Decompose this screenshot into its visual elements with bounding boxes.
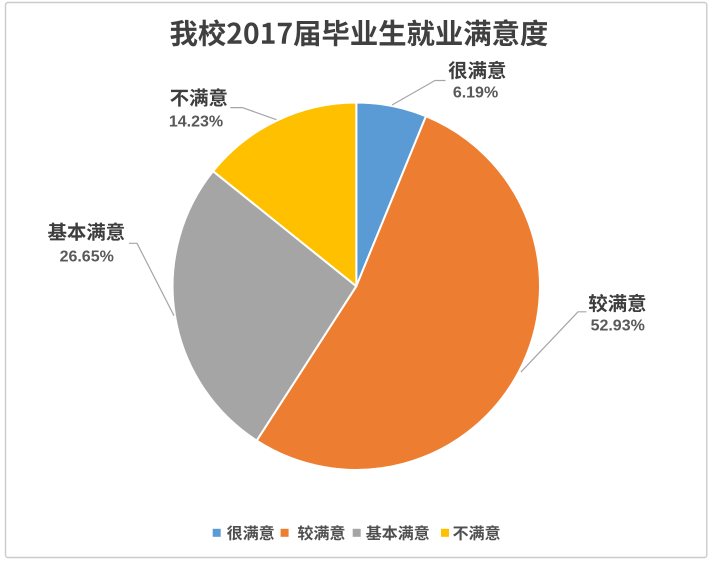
svg-text:14.23%: 14.23% <box>169 114 223 131</box>
svg-text:26.65%: 26.65% <box>60 248 114 265</box>
svg-text:52.93%: 52.93% <box>591 318 645 335</box>
svg-text:6.19%: 6.19% <box>453 84 498 101</box>
